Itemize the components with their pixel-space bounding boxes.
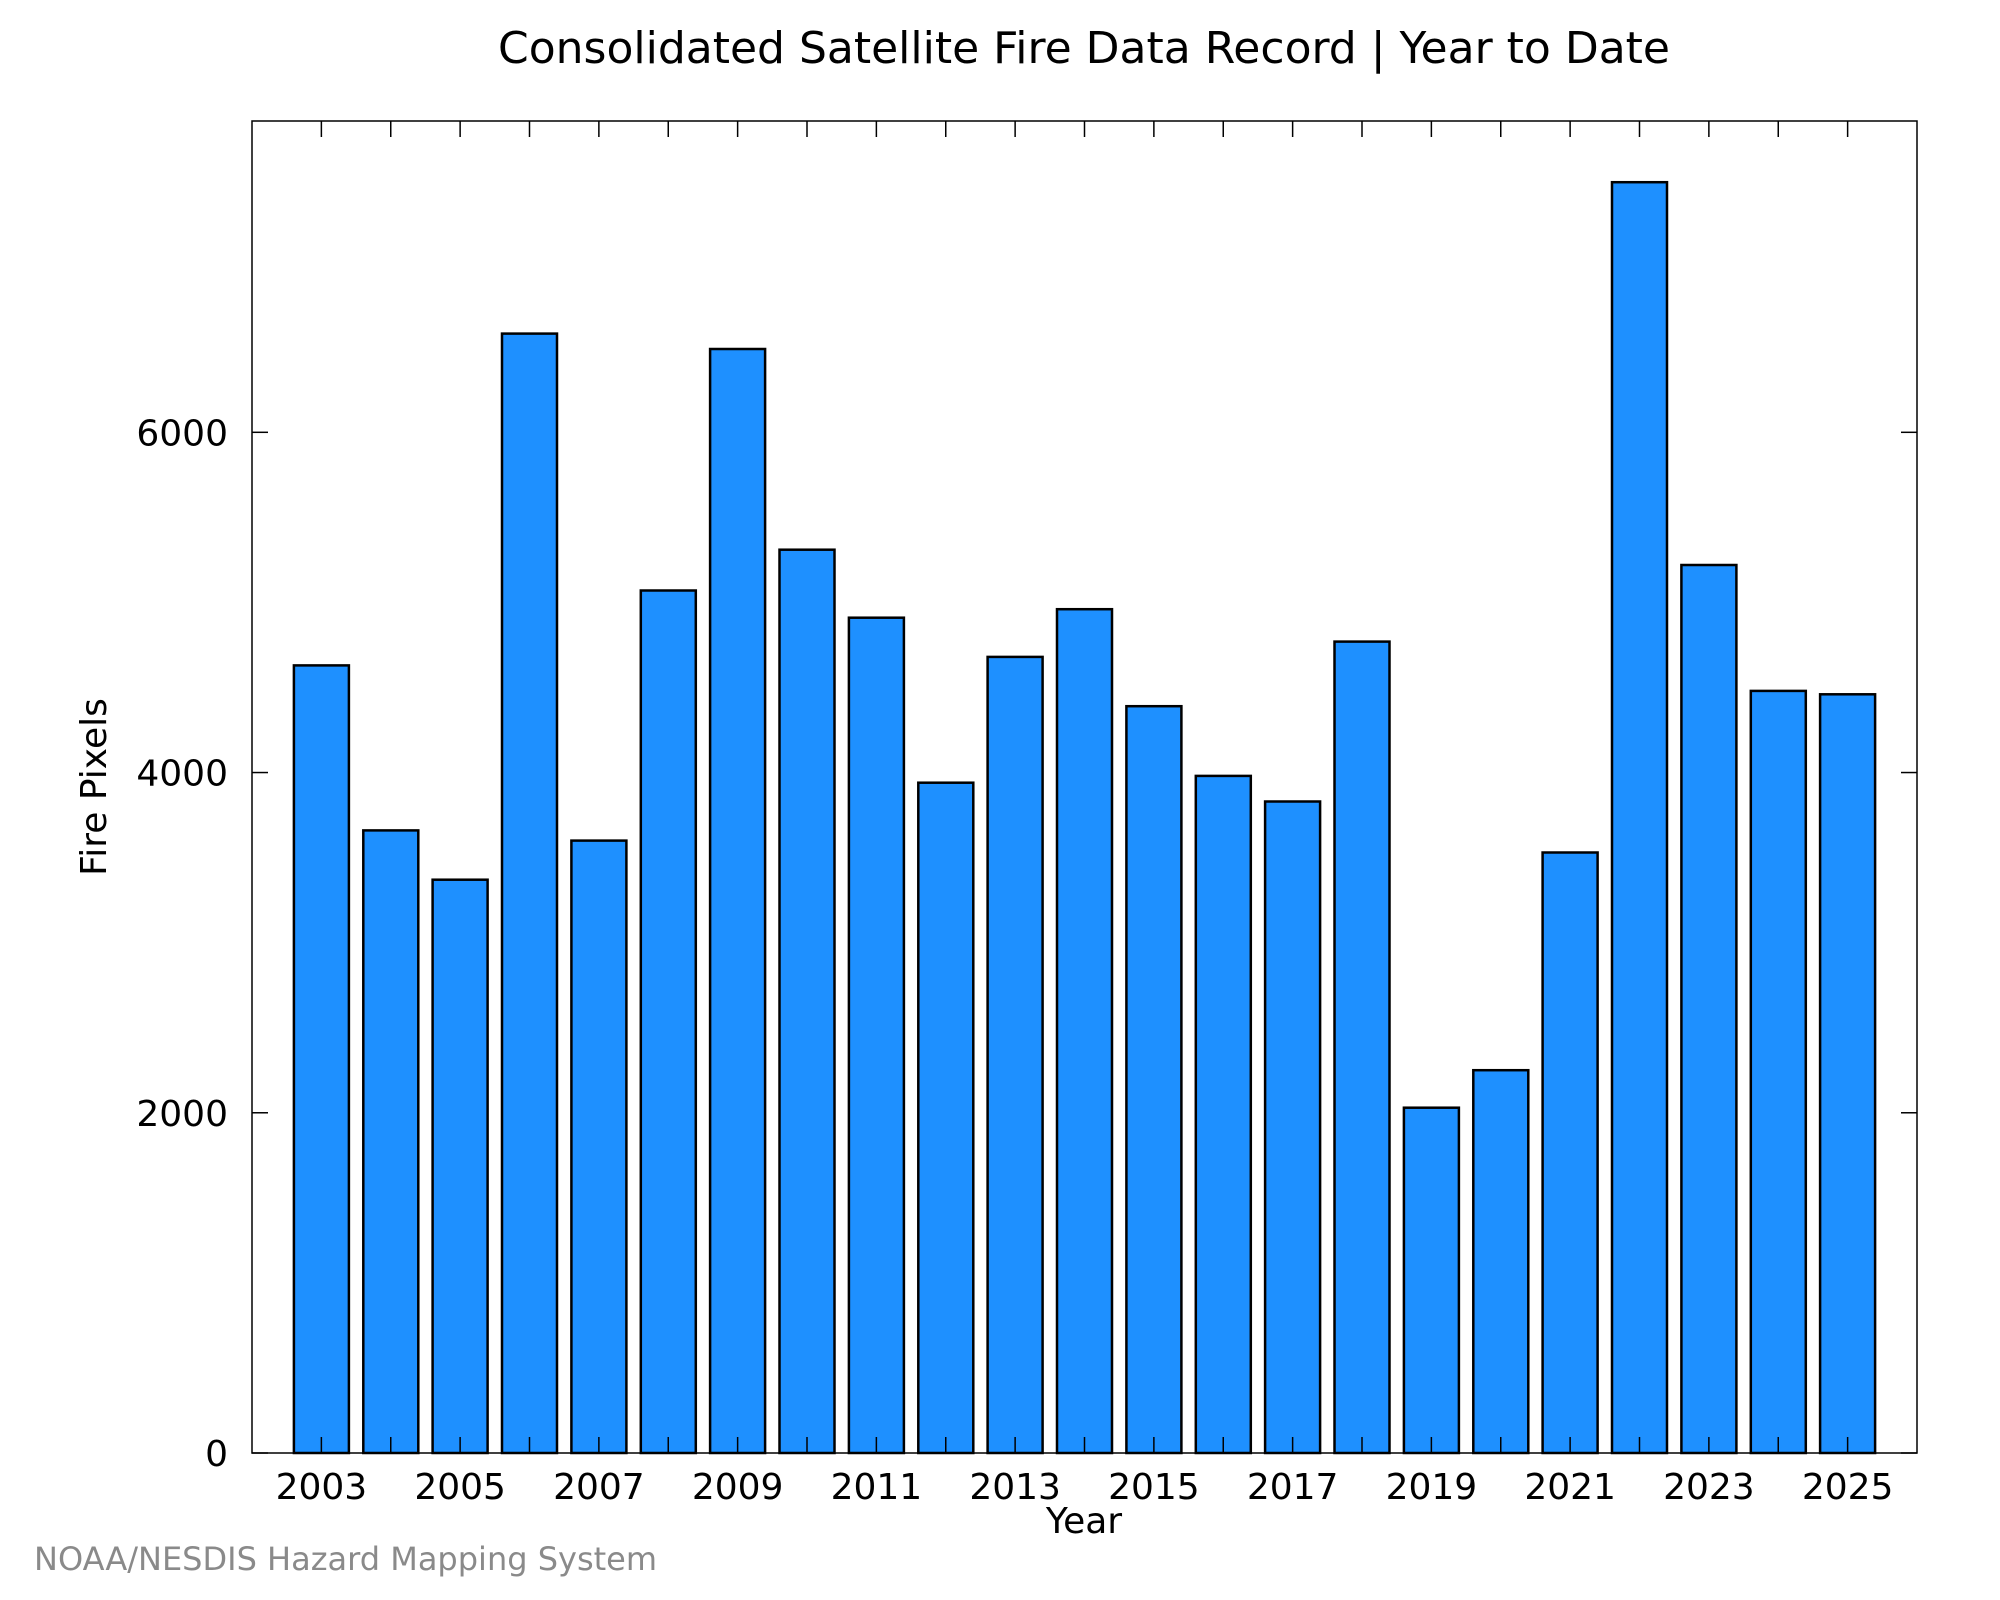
bar-2009 xyxy=(708,347,767,1455)
bar-2025 xyxy=(1818,693,1877,1455)
x-tick-label: 2007 xyxy=(553,1467,645,1508)
x-tick-label: 2017 xyxy=(1247,1467,1339,1508)
ticks-layer xyxy=(252,121,1917,1454)
bar-2005 xyxy=(431,878,489,1455)
x-tick-label: 2003 xyxy=(276,1467,368,1508)
x-tick-label: 2009 xyxy=(692,1467,784,1508)
bar-2013 xyxy=(986,655,1044,1455)
bar-2015 xyxy=(1125,704,1183,1455)
bar-2017 xyxy=(1263,800,1322,1455)
bar-2004 xyxy=(362,829,420,1455)
x-tick-label: 2021 xyxy=(1524,1467,1616,1508)
bar-2010 xyxy=(778,548,836,1455)
bar-2008 xyxy=(639,589,698,1455)
bar-2016 xyxy=(1194,774,1253,1455)
bar-2003 xyxy=(292,664,351,1455)
bar-2024 xyxy=(1749,689,1808,1455)
bar-2018 xyxy=(1333,640,1391,1455)
y-axis-label: Fire Pixels xyxy=(74,698,115,876)
x-tick-label: 2005 xyxy=(414,1467,506,1508)
y-tick-label: 0 xyxy=(205,1434,228,1475)
x-tick-label: 2015 xyxy=(1108,1467,1200,1508)
bar-2006 xyxy=(500,332,559,1455)
tick-labels-layer: 2003 2005 2007 2009 2011 2013 2015 2017 2019 2021… xyxy=(136,413,1893,1508)
x-tick-label: 2023 xyxy=(1663,1467,1755,1508)
bar-2023 xyxy=(1680,563,1738,1455)
y-tick-label: 6000 xyxy=(136,413,228,454)
bar-2020 xyxy=(1472,1068,1530,1455)
source-credit: NOAA/NESDIS Hazard Mapping System xyxy=(34,1540,658,1578)
bar-2011 xyxy=(847,616,906,1455)
x-axis-label: Year xyxy=(1045,1501,1122,1542)
chart-title: Consolidated Satellite Fire Data Record … xyxy=(498,23,1670,74)
x-tick-label: 2013 xyxy=(969,1467,1061,1508)
bar-2012 xyxy=(917,781,975,1455)
x-tick-label: 2011 xyxy=(831,1467,923,1508)
x-tick-label: 2025 xyxy=(1802,1467,1894,1508)
bars-layer xyxy=(292,180,1877,1455)
x-tick-label: 2019 xyxy=(1386,1467,1478,1508)
y-tick-label: 4000 xyxy=(136,754,228,795)
bar-2019 xyxy=(1402,1106,1461,1455)
bar-2014 xyxy=(1055,607,1114,1455)
bar-2007 xyxy=(570,839,628,1455)
y-tick-label: 2000 xyxy=(136,1094,228,1135)
bar-2021 xyxy=(1541,851,1599,1455)
bar-2022 xyxy=(1610,180,1669,1455)
